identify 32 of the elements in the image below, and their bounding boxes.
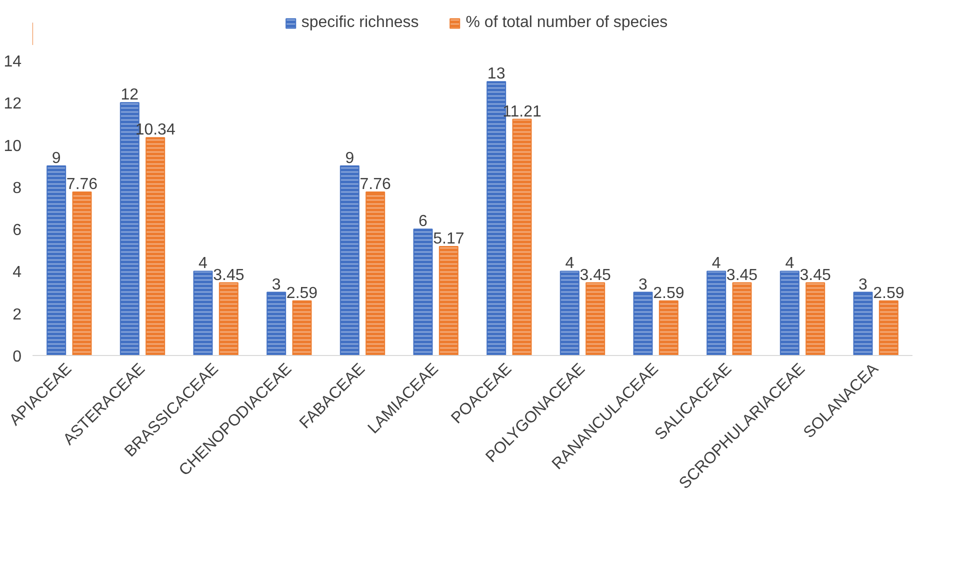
y-tick-label: 10 xyxy=(4,138,22,155)
data-label: 6 xyxy=(418,213,428,230)
data-label: 3.45 xyxy=(726,266,758,284)
data-label: 3.45 xyxy=(580,266,612,284)
data-label: 7.76 xyxy=(66,176,98,193)
y-tick-label: 6 xyxy=(12,222,22,240)
data-label: 4 xyxy=(198,255,208,272)
y-tick-label: 0 xyxy=(12,348,22,366)
data-label: 4 xyxy=(712,255,721,272)
data-label: 4 xyxy=(785,255,794,272)
data-label: 2.59 xyxy=(286,284,318,302)
y-tick-label: 2 xyxy=(12,306,22,324)
y-tick-label: 14 xyxy=(4,54,22,70)
data-label: 2.59 xyxy=(653,284,684,302)
data-label: 5.17 xyxy=(433,230,464,248)
data-label: 12 xyxy=(120,86,139,104)
data-label: 4 xyxy=(565,255,574,272)
data-label: 3 xyxy=(858,276,868,294)
data-label: 3 xyxy=(638,276,648,294)
y-tick-label: 4 xyxy=(12,264,22,282)
data-label: 13 xyxy=(487,66,506,83)
data-label: 3.45 xyxy=(213,266,244,284)
data-label: 7.76 xyxy=(360,176,392,193)
data-label: 2.59 xyxy=(873,284,904,302)
y-tick-label: 8 xyxy=(12,180,22,197)
data-label: 3.45 xyxy=(800,266,832,284)
y-tick-label: 12 xyxy=(4,96,22,113)
legend-label: specific richness xyxy=(301,14,419,32)
data-label: 3 xyxy=(272,276,281,294)
data-label: 9 xyxy=(52,150,61,167)
data-label: 9 xyxy=(345,150,354,167)
legend-label: % of total number of species xyxy=(466,14,668,32)
